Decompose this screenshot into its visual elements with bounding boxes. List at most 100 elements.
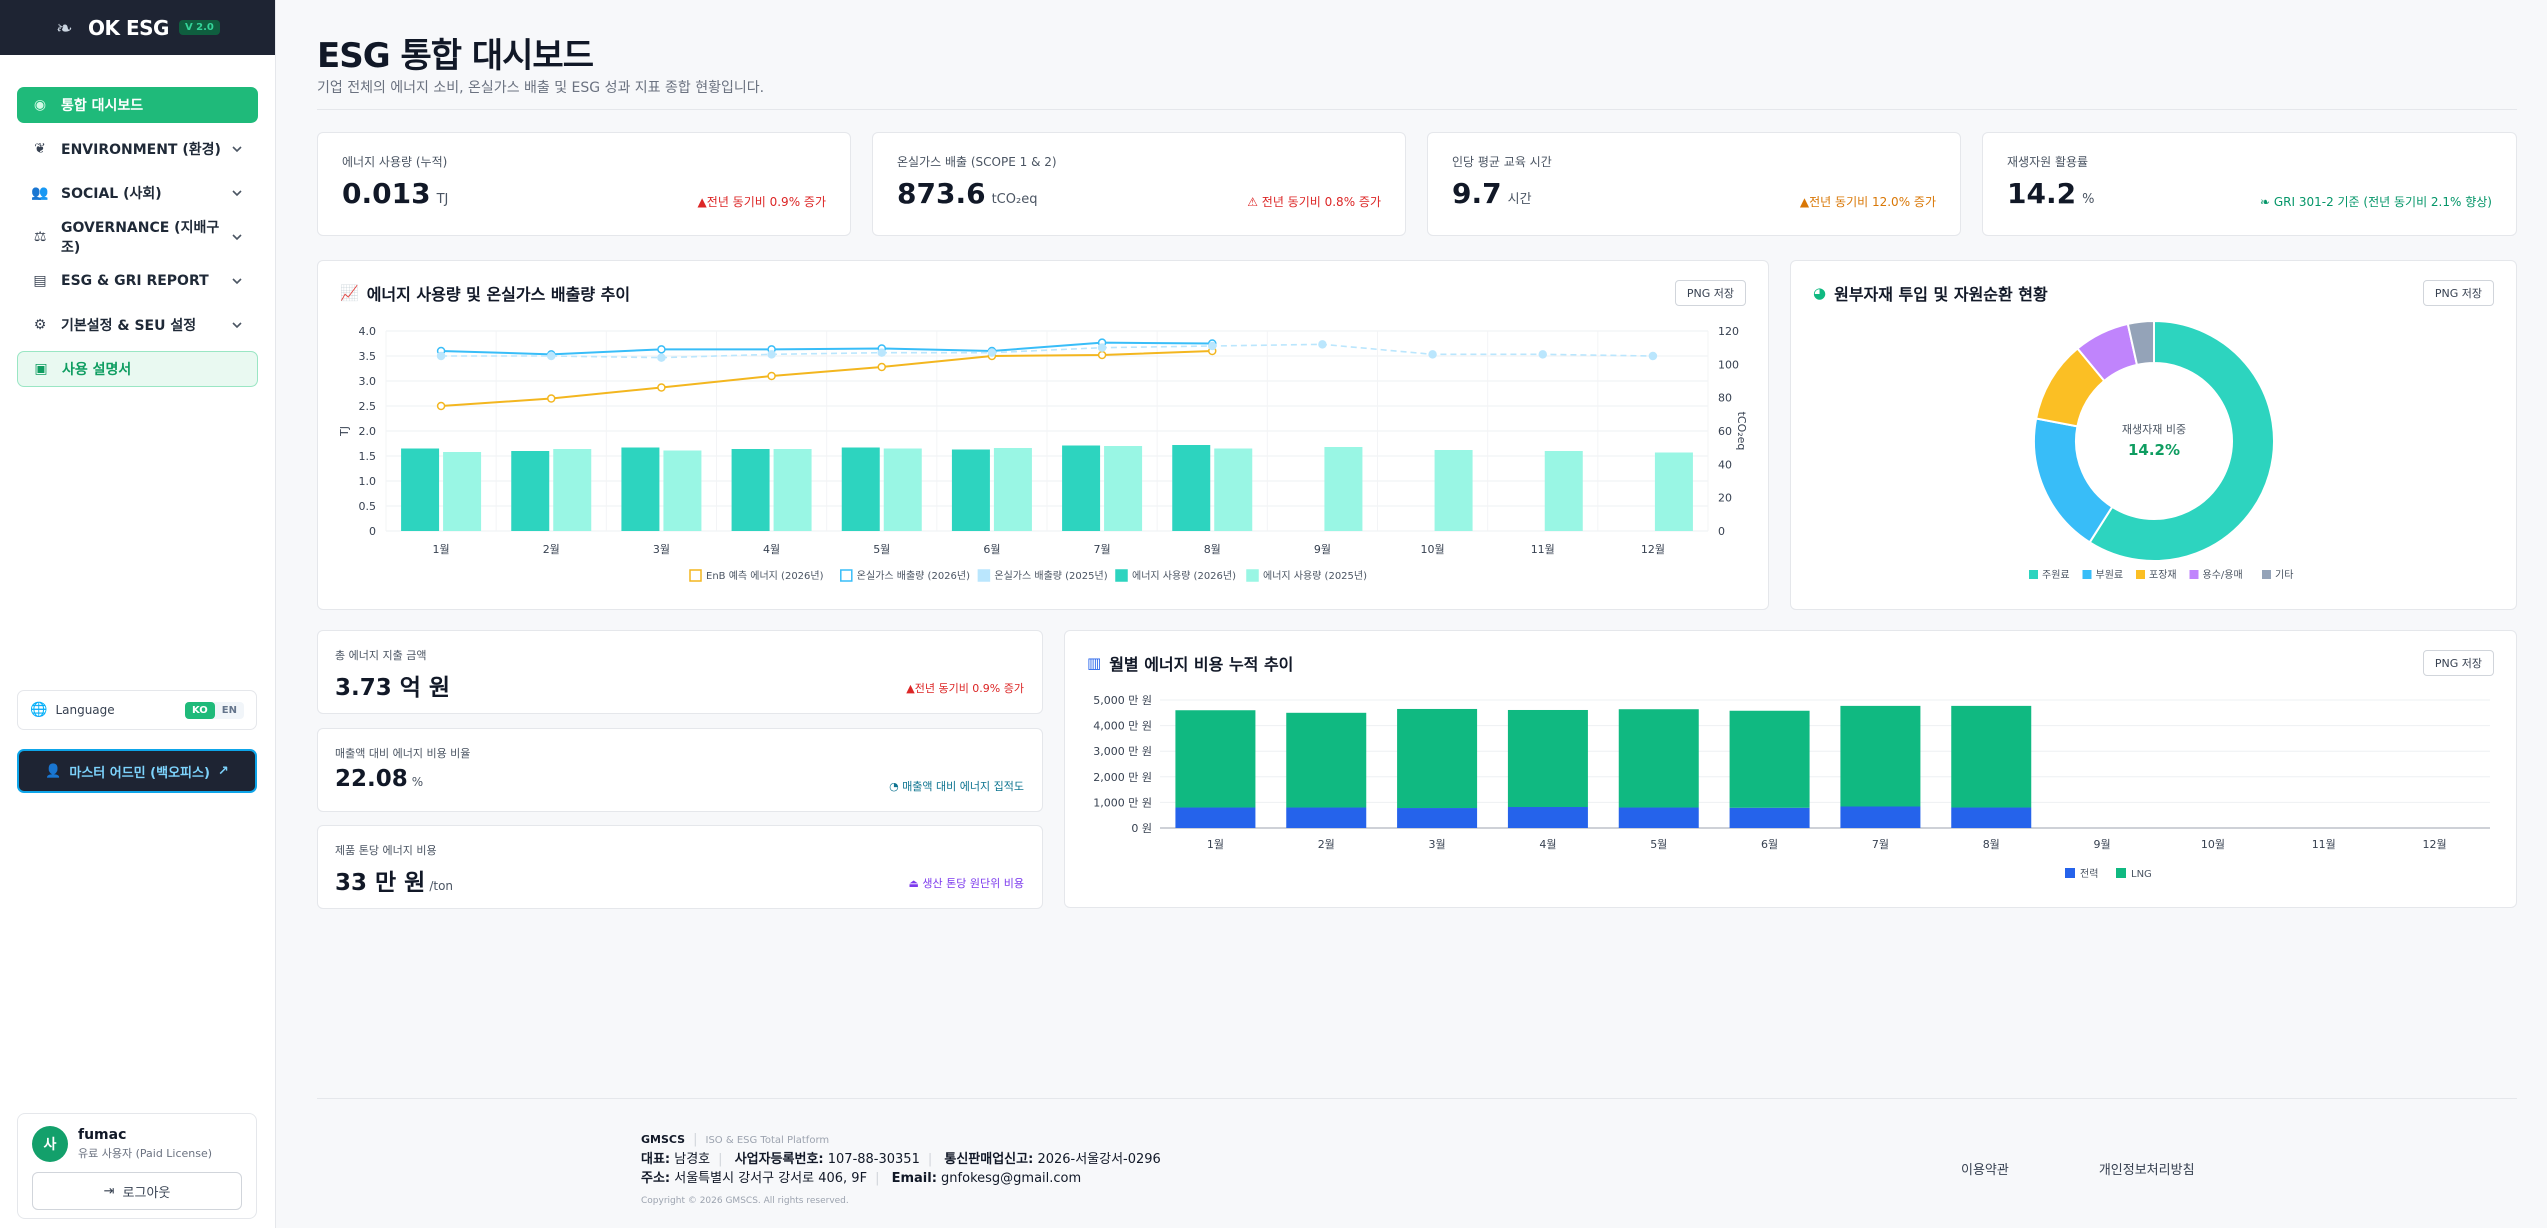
energy-bar (993, 448, 1032, 531)
footer-email[interactable]: gnfokesg@gmail.com (941, 1171, 1082, 1186)
x-tick-label: 6월 (983, 543, 1000, 556)
legend-label: 용수/용매 (2203, 569, 2243, 581)
cost-card-ratio: 매출액 대비 에너지 비용 비율 22.08% ◔ 매출액 대비 에너지 집적도 (317, 728, 1043, 812)
sidebar-item-label: 통합 대시보드 (61, 98, 144, 114)
y2-tick-label: 100 (1718, 358, 1739, 371)
x-tick-label: 2월 (1318, 838, 1335, 851)
footer: GMSCS | ISO & ESG Total Platform 대표: 남경호 | … (317, 1098, 2517, 1206)
sidebar-item-environment[interactable]: ❦ ENVIRONMENT (환경) (17, 131, 258, 167)
energy-bar (951, 449, 990, 531)
energy-bar (1104, 446, 1143, 531)
x-tick-label: 3월 (1429, 838, 1446, 851)
legend-swatch (2065, 868, 2075, 878)
cost-bar (1618, 807, 1699, 828)
kpi-value: 14.2% (2007, 177, 2094, 210)
cost-card-total: 총 에너지 지출 금액 3.73 억 원 ▲전년 동기비 0.9% 증가 (317, 630, 1043, 714)
cost-unit: /ton (429, 879, 454, 893)
energy-bar (1172, 445, 1211, 531)
gear-icon: ⚙ (33, 317, 47, 333)
donut-slice (2033, 417, 2114, 544)
series-point (1428, 350, 1437, 359)
y2-tick-label: 80 (1718, 392, 1732, 405)
legend-label: EnB 예측 에너지 (2026년) (706, 570, 824, 582)
cost-chart-card: ▥ 월별 에너지 비용 누적 추이 PNG 저장 0 원 1,000 만 원 2,0… (1064, 630, 2517, 908)
png-save-button[interactable]: PNG 저장 (2422, 280, 2494, 306)
donut-slice (2088, 319, 2275, 562)
series-point (547, 394, 556, 403)
series-point (657, 383, 666, 392)
png-save-button[interactable]: PNG 저장 (2422, 650, 2494, 676)
kpi-delta: ▲전년 동기비 12.0% 증가 (1800, 193, 1936, 210)
legend-swatch (840, 569, 853, 582)
cost-delta: ▲전년 동기비 0.9% 증가 (906, 680, 1024, 696)
sidebar-item-label: GOVERNANCE (지배구조) (61, 220, 220, 256)
cost-delta-text: 매출액 대비 에너지 집적도 (902, 780, 1024, 793)
app-logo[interactable]: OK ESG (88, 15, 169, 40)
y-tick-label: 3.5 (359, 350, 377, 363)
series-point (657, 353, 666, 362)
y-tick-label: 3,000 만 원 (1093, 745, 1152, 758)
cost-bar (1175, 710, 1256, 808)
png-save-button[interactable]: PNG 저장 (1674, 280, 1746, 306)
sidebar-item-report[interactable]: ▤ ESG & GRI REPORT (17, 263, 258, 299)
cost-delta: ⏏ 생산 톤당 원단위 비용 (909, 875, 1024, 891)
series-point (1318, 340, 1327, 349)
logout-button[interactable]: ⇥ 로그아웃 (32, 1172, 242, 1210)
language-en-button[interactable]: EN (221, 704, 237, 716)
energy-bar (511, 451, 550, 531)
cost-value: 33 만 원/ton (335, 863, 453, 897)
footer-addr: 서울특별시 강서구 강서로 406, 9F (674, 1171, 868, 1186)
privacy-link[interactable]: 개인정보처리방침 (2098, 1163, 2195, 1178)
series-point (1097, 350, 1107, 360)
cost-bar (1729, 710, 1810, 808)
kpi-value: 0.013 TJ (342, 177, 448, 210)
language-ko-button[interactable]: KO (184, 701, 215, 719)
x-tick-label: 4월 (763, 543, 780, 556)
sidebar-item-dashboard[interactable]: ◉ 통합 대시보드 (17, 87, 258, 123)
footer-email-label: Email: (891, 1171, 937, 1186)
cost-label: 총 에너지 지출 금액 (335, 649, 427, 662)
master-admin-label: 마스터 어드민 (백오피스) (69, 765, 210, 781)
cost-bar (1286, 712, 1367, 808)
kpi-delta: ▲전년 동기비 0.9% 증가 (698, 193, 826, 210)
x-tick-label: 9월 (2094, 838, 2111, 851)
cost-bar (1951, 807, 2032, 828)
sidebar-item-label: SOCIAL (사회) (61, 186, 162, 202)
cost-value: 3.73 억 원 (335, 668, 454, 702)
x-tick-label: 10월 (2201, 838, 2225, 851)
series-line (441, 341, 1213, 356)
legend-swatch (977, 569, 991, 582)
sidebar-item-manual[interactable]: ▣ 사용 설명서 (17, 351, 258, 387)
chevron-down-icon (232, 146, 242, 153)
y-tick-label: 0 원 (1131, 822, 1152, 835)
kpi-number: 873.6 (897, 177, 986, 210)
report-icon: ▤ (33, 273, 47, 289)
sidebar-item-social[interactable]: 👥 SOCIAL (사회) (17, 175, 258, 211)
energy-chart-title-text: 에너지 사용량 및 온실가스 배출량 추이 (366, 285, 631, 304)
series-line (441, 350, 1213, 407)
series-point (1538, 350, 1547, 359)
legend-swatch (2136, 570, 2145, 579)
user-card: 사 fumac 유료 사용자 (Paid License) ⇥ 로그아웃 (17, 1113, 257, 1219)
sidebar-item-settings[interactable]: ⚙ 기본설정 & SEU 설정 (17, 307, 258, 343)
x-tick-label: 11월 (1531, 543, 1555, 556)
y-tick-label: 0.5 (359, 500, 377, 513)
sidebar-item-governance[interactable]: ⚖ GOVERNANCE (지배구조) (17, 219, 258, 256)
master-admin-button[interactable]: 👤 마스터 어드민 (백오피스) ↗ (17, 749, 257, 793)
logout-icon: ⇥ (103, 1183, 115, 1199)
cost-chart-title: ▥ 월별 에너지 비용 누적 추이 (1087, 651, 1293, 675)
footer-rep: 남경호 (674, 1152, 711, 1167)
users-icon: 👥 (31, 185, 49, 201)
series-point (547, 351, 556, 361)
x-tick-label: 8월 (1983, 838, 2000, 851)
warning-icon: ⚠ (1247, 195, 1258, 209)
footer-brand: GMSCS (641, 1133, 686, 1146)
x-tick-label: 1월 (433, 543, 450, 556)
terms-link[interactable]: 이용약관 (1961, 1163, 2009, 1178)
language-toggle: KO EN (184, 701, 244, 719)
legend-swatch (2029, 570, 2038, 579)
legend-swatch (2262, 570, 2271, 579)
y2-tick-label: 40 (1718, 458, 1732, 471)
energy-bar (1062, 445, 1101, 531)
energy-bar (621, 447, 660, 531)
